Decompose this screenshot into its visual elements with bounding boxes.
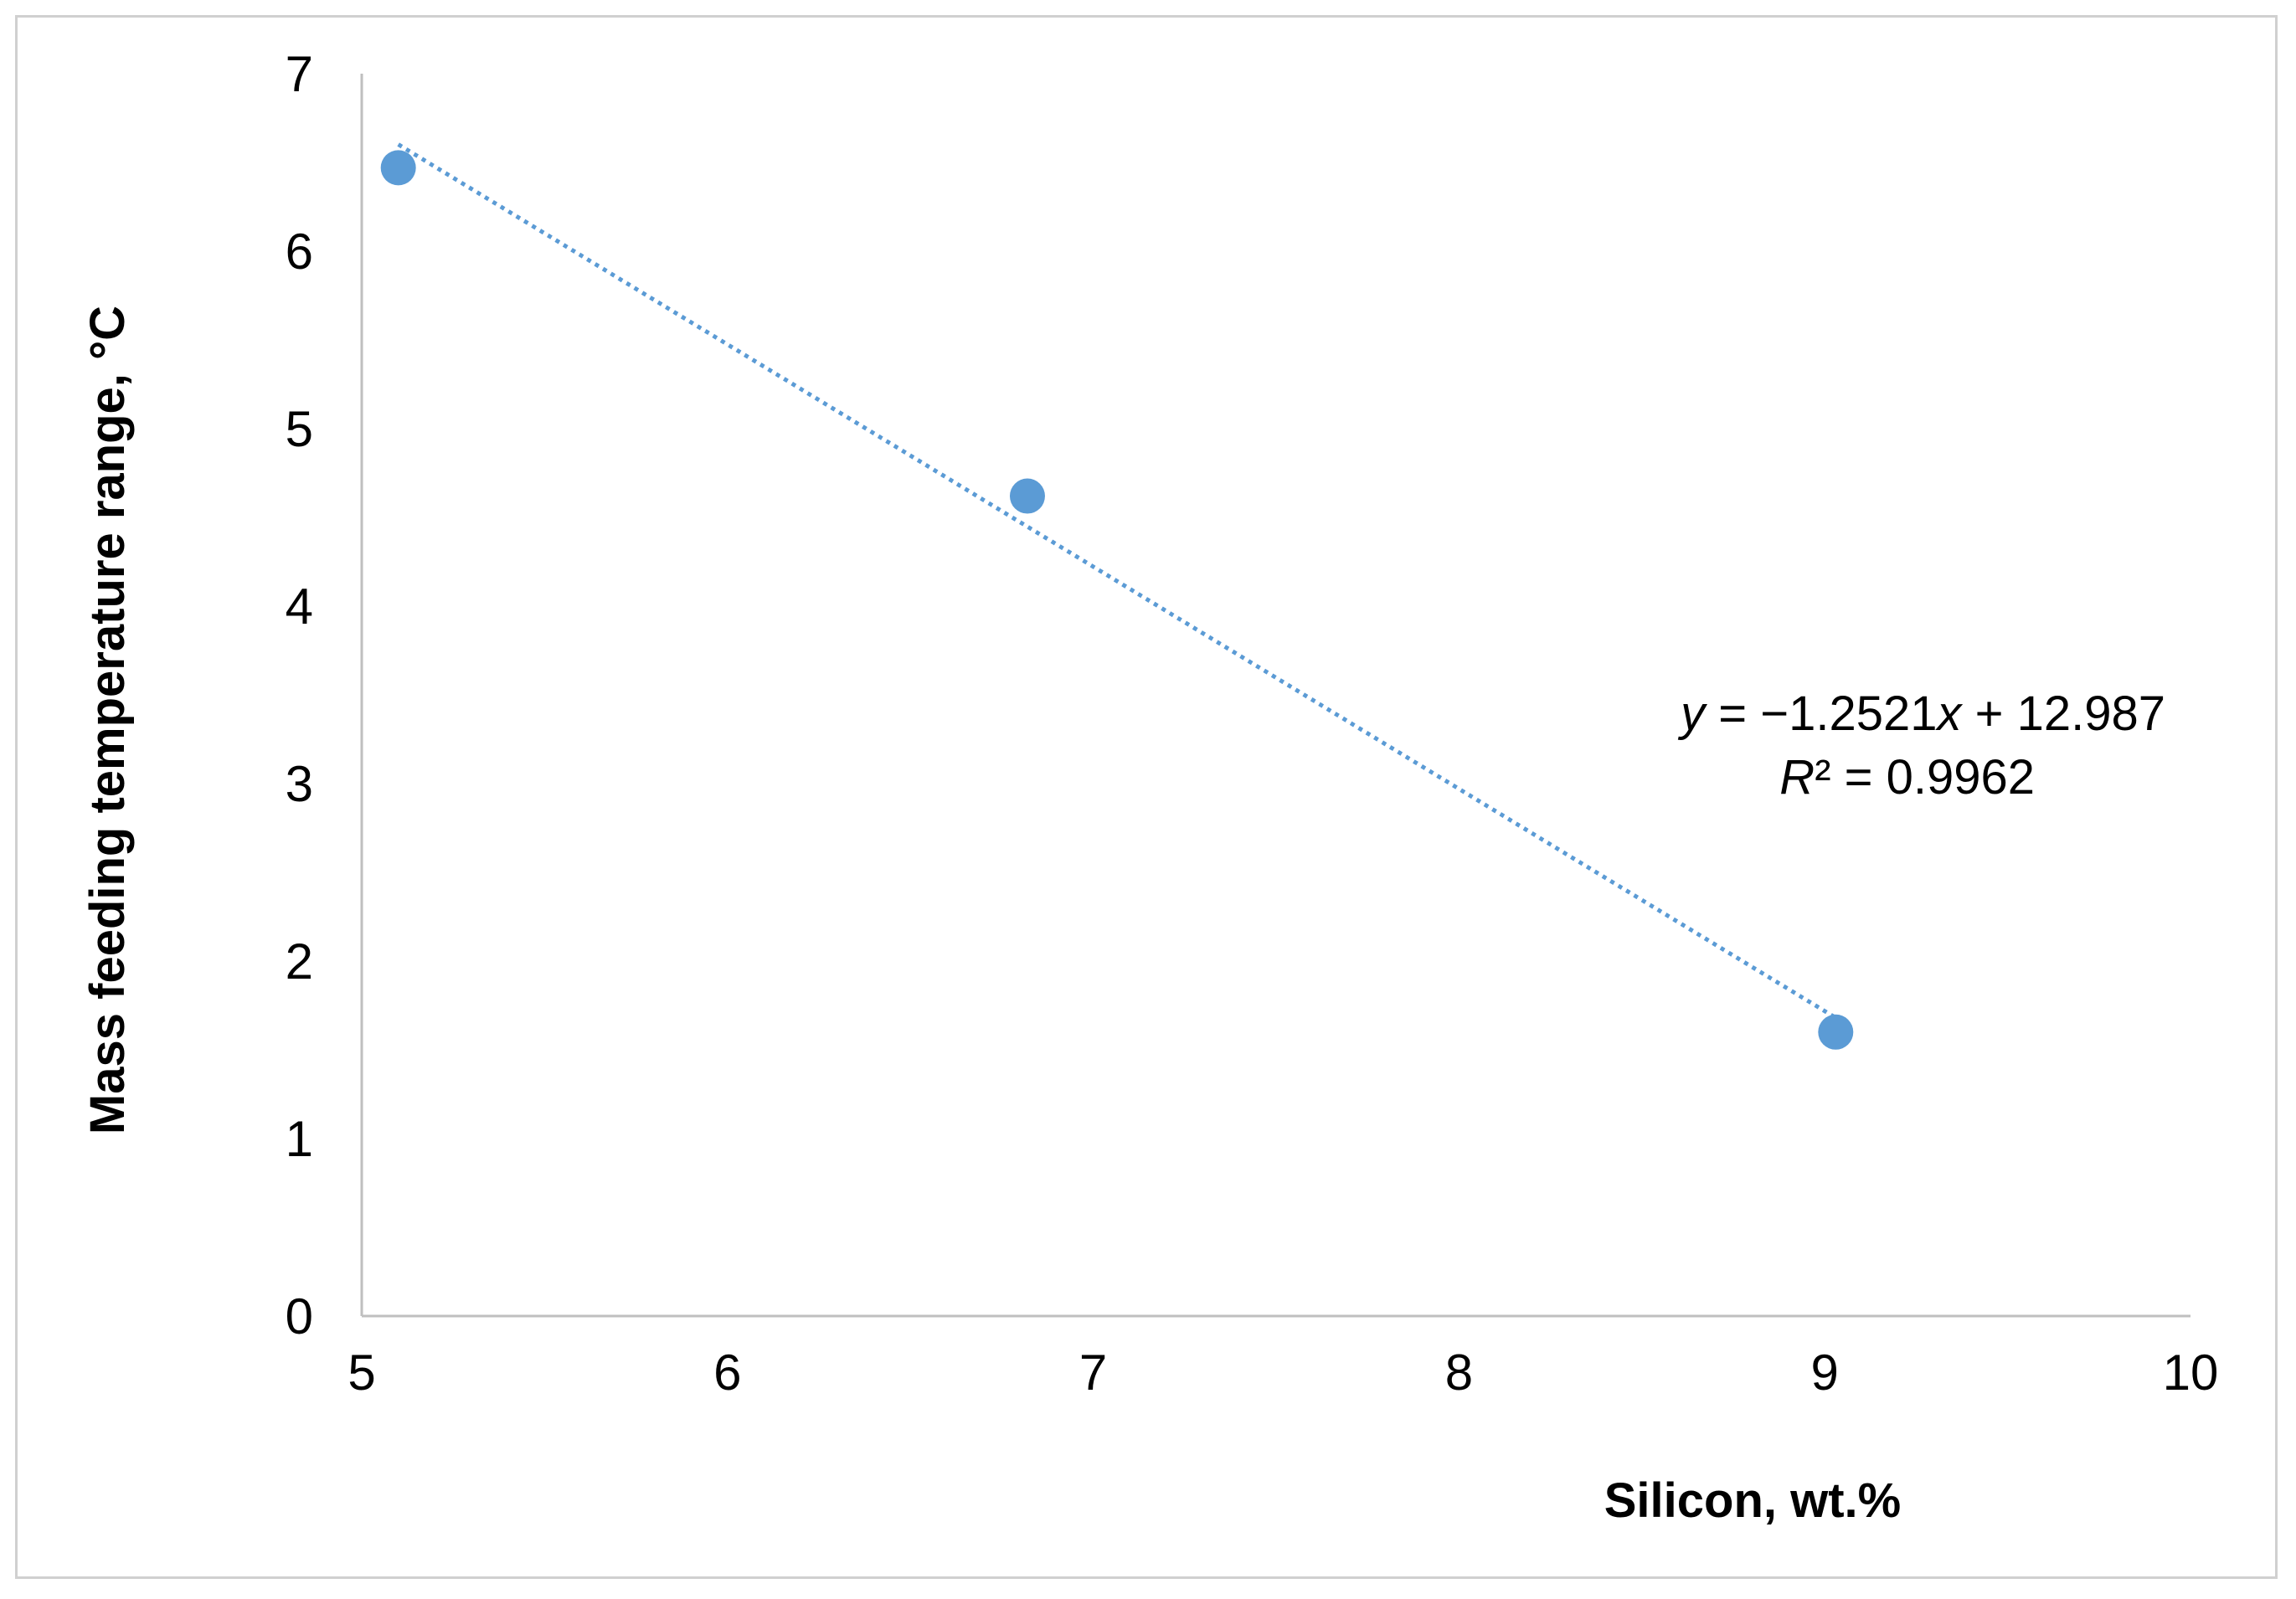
x-tick-label: 9 <box>1811 1344 1839 1401</box>
y-tick-label: 0 <box>286 1288 313 1344</box>
trendline-equation: y = −1.2521x + 12.987 <box>1677 686 2165 741</box>
y-tick-label: 7 <box>286 46 313 102</box>
x-tick-label: 10 <box>2163 1344 2219 1401</box>
tick-labels: 5 6 7 8 9 10 0 1 2 3 4 5 6 7 <box>286 46 2219 1401</box>
x-tick-label: 5 <box>347 1344 375 1401</box>
y-tick-label: 2 <box>286 933 313 990</box>
trendline-group <box>397 142 1837 1020</box>
y-tick-label: 6 <box>286 224 313 280</box>
x-tick-label: 6 <box>713 1344 741 1401</box>
axes <box>360 74 2190 1318</box>
x-tick-label: 7 <box>1079 1344 1107 1401</box>
data-point <box>1009 478 1045 514</box>
y-tick-label: 4 <box>286 578 313 635</box>
y-tick-label: 5 <box>286 401 313 457</box>
data-points <box>380 150 1854 1050</box>
y-axis-title: Mass feeding temperature range, °C <box>80 306 135 1134</box>
x-axis-title: Silicon, wt.% <box>1604 1473 1902 1528</box>
chart-frame <box>15 15 2278 1579</box>
trendline-r2: R² = 0.9962 <box>1779 750 2035 805</box>
trendline <box>397 142 1837 1020</box>
x-tick-label: 8 <box>1445 1344 1473 1401</box>
y-tick-label: 1 <box>286 1111 313 1167</box>
data-point <box>1818 1014 1854 1050</box>
y-tick-label: 3 <box>286 756 313 812</box>
data-point <box>380 150 416 186</box>
